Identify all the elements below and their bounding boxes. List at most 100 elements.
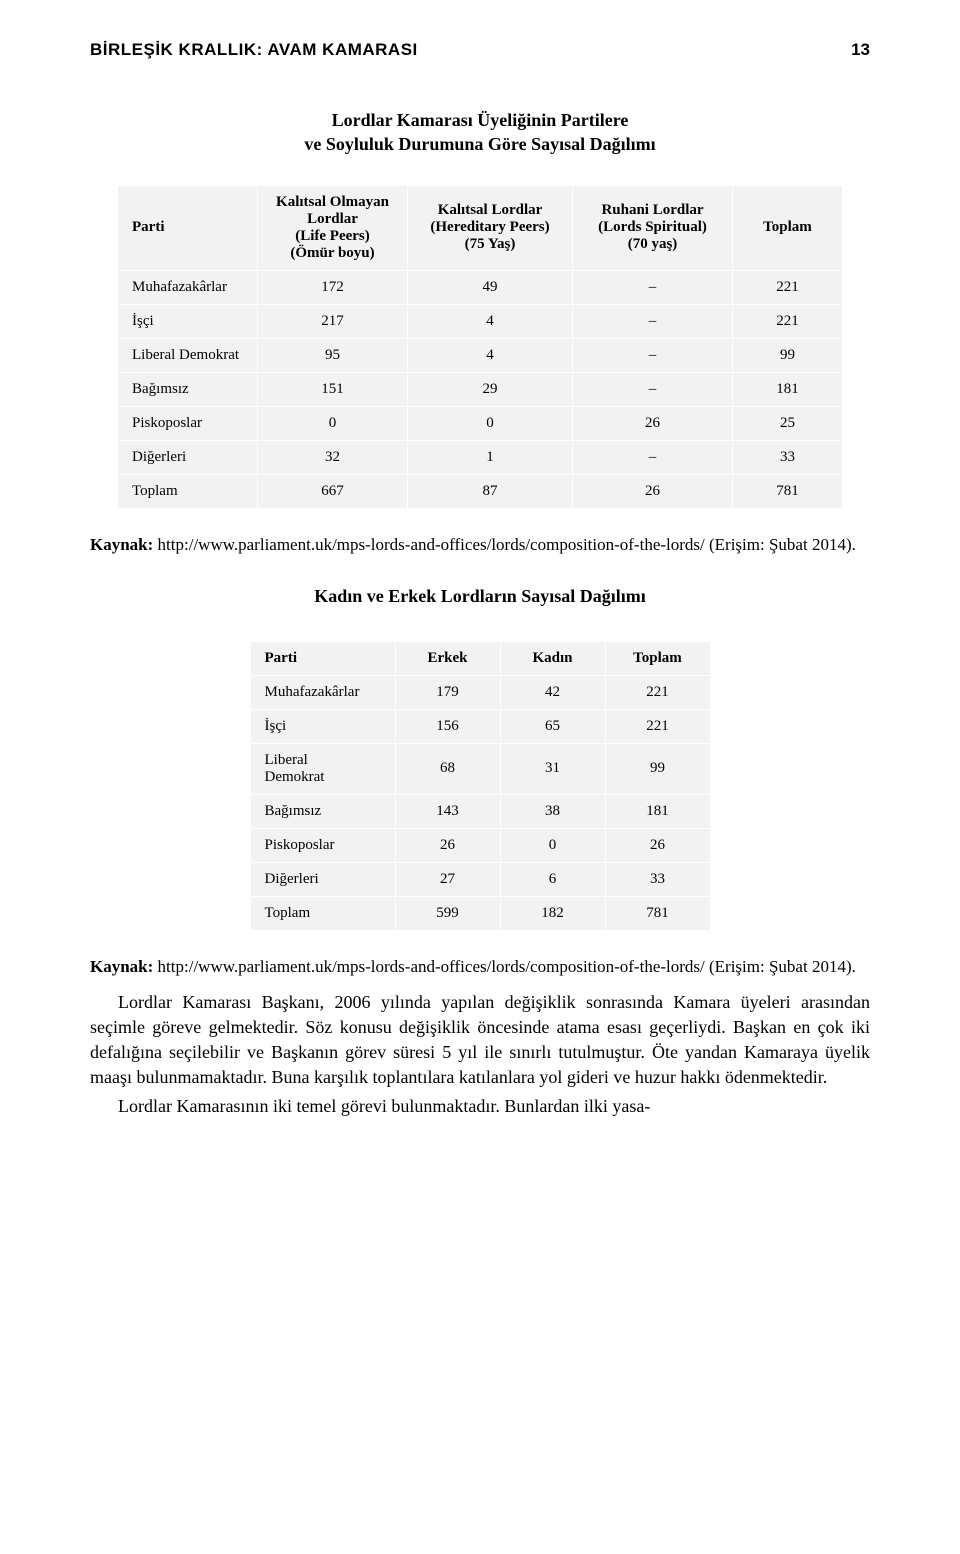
t2-r2c0: LiberalDemokrat	[250, 743, 395, 794]
t1-r6c4: 781	[733, 474, 843, 508]
t2-r3c0: Bağımsız	[250, 794, 395, 828]
table-row: Piskoposlar26026	[250, 828, 710, 862]
page-number: 13	[851, 40, 870, 60]
table-row: Diğerleri27633	[250, 862, 710, 896]
t1-r2c2: 4	[408, 338, 573, 372]
t2-r0c0: Muhafazakârlar	[250, 675, 395, 709]
table-row: Muhafazakârlar17942221	[250, 675, 710, 709]
t2-r0c1: 179	[395, 675, 500, 709]
t1-r0c4: 221	[733, 270, 843, 304]
t1-r0c0: Muhafazakârlar	[118, 270, 258, 304]
t1-r1c4: 221	[733, 304, 843, 338]
table-row: Bağımsız14338181	[250, 794, 710, 828]
t1-h0: Parti	[118, 185, 258, 270]
t2-r4c2: 0	[500, 828, 605, 862]
t2-h1: Erkek	[395, 641, 500, 675]
t2-h2: Kadın	[500, 641, 605, 675]
table-row: İşçi2174–221	[118, 304, 843, 338]
table-row: Diğerleri321–33	[118, 440, 843, 474]
source2: Kaynak: http://www.parliament.uk/mps-lor…	[90, 955, 870, 979]
table1-wrap: Parti Kalıtsal OlmayanLordlar(Life Peers…	[90, 185, 870, 509]
t1-r1c1: 217	[258, 304, 408, 338]
t2-r0c3: 221	[605, 675, 710, 709]
table2-head-row: Parti Erkek Kadın Toplam	[250, 641, 710, 675]
t1-r5c1: 32	[258, 440, 408, 474]
t1-r2c0: Liberal Demokrat	[118, 338, 258, 372]
t2-r6c2: 182	[500, 896, 605, 930]
body-paragraph-2: Lordlar Kamarasının iki temel görevi bul…	[90, 1094, 870, 1119]
t2-r5c2: 6	[500, 862, 605, 896]
t1-h4: Toplam	[733, 185, 843, 270]
t1-r3c2: 29	[408, 372, 573, 406]
t2-r3c1: 143	[395, 794, 500, 828]
t1-r1c3: –	[573, 304, 733, 338]
t1-r0c3: –	[573, 270, 733, 304]
t2-r1c2: 65	[500, 709, 605, 743]
t2-r6c1: 599	[395, 896, 500, 930]
table-row: Liberal Demokrat954–99	[118, 338, 843, 372]
t2-r6c0: Toplam	[250, 896, 395, 930]
t1-r6c3: 26	[573, 474, 733, 508]
t2-h0: Parti	[250, 641, 395, 675]
t2-r4c0: Piskoposlar	[250, 828, 395, 862]
t2-r2c1: 68	[395, 743, 500, 794]
table2-caption: Kadın ve Erkek Lordların Sayısal Dağılım…	[90, 584, 870, 608]
table1-caption-line2: ve Soyluluk Durumuna Göre Sayısal Dağılı…	[90, 132, 870, 156]
source1-label: Kaynak:	[90, 535, 153, 554]
page-header: BİRLEŞİK KRALLIK: AVAM KAMARASI 13	[90, 40, 870, 60]
t2-r1c0: İşçi	[250, 709, 395, 743]
t2-r1c3: 221	[605, 709, 710, 743]
table1: Parti Kalıtsal OlmayanLordlar(Life Peers…	[117, 185, 843, 509]
t2-r3c2: 38	[500, 794, 605, 828]
t1-r6c0: Toplam	[118, 474, 258, 508]
t1-r3c4: 181	[733, 372, 843, 406]
t1-r2c1: 95	[258, 338, 408, 372]
source1: Kaynak: http://www.parliament.uk/mps-lor…	[90, 533, 870, 557]
t1-r1c2: 4	[408, 304, 573, 338]
running-title: BİRLEŞİK KRALLIK: AVAM KAMARASI	[90, 40, 418, 60]
t1-r3c1: 151	[258, 372, 408, 406]
t2-r2c3: 99	[605, 743, 710, 794]
t1-r6c2: 87	[408, 474, 573, 508]
table-row: Toplam6678726781	[118, 474, 843, 508]
table1-body: Muhafazakârlar17249–221 İşçi2174–221 Lib…	[118, 270, 843, 508]
t2-r4c3: 26	[605, 828, 710, 862]
t1-r4c4: 25	[733, 406, 843, 440]
t1-r2c4: 99	[733, 338, 843, 372]
t1-h1: Kalıtsal OlmayanLordlar(Life Peers)(Ömür…	[258, 185, 408, 270]
t1-r3c0: Bağımsız	[118, 372, 258, 406]
t2-r0c2: 42	[500, 675, 605, 709]
t1-r3c3: –	[573, 372, 733, 406]
table2-wrap: Parti Erkek Kadın Toplam Muhafazakârlar1…	[90, 641, 870, 931]
t1-r0c1: 172	[258, 270, 408, 304]
source2-text: http://www.parliament.uk/mps-lords-and-o…	[153, 957, 856, 976]
t1-h3: Ruhani Lordlar(Lords Spiritual)(70 yaş)	[573, 185, 733, 270]
t1-r4c0: Piskoposlar	[118, 406, 258, 440]
table-row: İşçi15665221	[250, 709, 710, 743]
t2-r5c1: 27	[395, 862, 500, 896]
table2: Parti Erkek Kadın Toplam Muhafazakârlar1…	[250, 641, 711, 931]
table-row: Piskoposlar002625	[118, 406, 843, 440]
t2-r6c3: 781	[605, 896, 710, 930]
table1-head-row: Parti Kalıtsal OlmayanLordlar(Life Peers…	[118, 185, 843, 270]
table1-caption-line1: Lordlar Kamarası Üyeliğinin Partilere	[90, 108, 870, 132]
t2-r3c3: 181	[605, 794, 710, 828]
t1-r5c3: –	[573, 440, 733, 474]
table-row: LiberalDemokrat683199	[250, 743, 710, 794]
t2-h3: Toplam	[605, 641, 710, 675]
t2-r2c2: 31	[500, 743, 605, 794]
t1-r4c3: 26	[573, 406, 733, 440]
t2-r5c0: Diğerleri	[250, 862, 395, 896]
t1-r2c3: –	[573, 338, 733, 372]
t2-r5c3: 33	[605, 862, 710, 896]
t1-r5c2: 1	[408, 440, 573, 474]
source1-text: http://www.parliament.uk/mps-lords-and-o…	[153, 535, 856, 554]
body-paragraph-1: Lordlar Kamarası Başkanı, 2006 yılında y…	[90, 990, 870, 1089]
t2-r4c1: 26	[395, 828, 500, 862]
t1-r6c1: 667	[258, 474, 408, 508]
t1-r0c2: 49	[408, 270, 573, 304]
t1-r1c0: İşçi	[118, 304, 258, 338]
table2-body: Muhafazakârlar17942221 İşçi15665221 Libe…	[250, 675, 710, 930]
table-row: Muhafazakârlar17249–221	[118, 270, 843, 304]
table-row: Bağımsız15129–181	[118, 372, 843, 406]
